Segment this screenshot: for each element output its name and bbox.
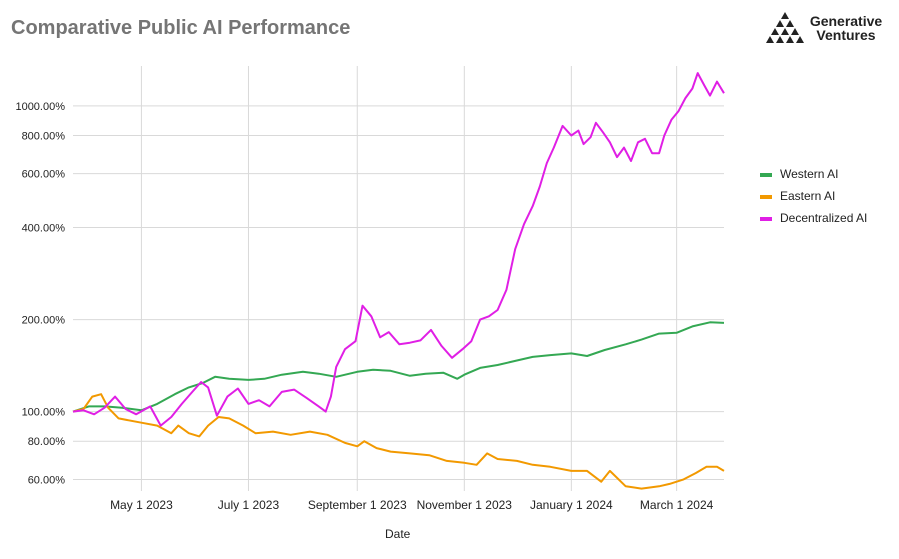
- legend-swatch: [760, 172, 772, 177]
- legend-swatch: [760, 194, 772, 199]
- x-tick-label: November 1 2023: [417, 498, 513, 512]
- x-tick-label: May 1 2023: [110, 498, 173, 512]
- x-tick-label: July 1 2023: [218, 498, 280, 512]
- legend-swatch: [760, 216, 772, 221]
- legend-item-decentralized: Decentralized AI: [760, 211, 867, 225]
- series-line-decentralized-ai: [72, 72, 725, 427]
- brand-logo: Generative Ventures: [766, 10, 886, 46]
- y-tick-label: 200.00%: [22, 315, 66, 327]
- x-tick-label: January 1 2024: [530, 498, 613, 512]
- logo-text: Generative Ventures: [809, 13, 883, 43]
- y-tick-label: 100.00%: [22, 407, 66, 419]
- legend-item-western: Western AI: [760, 167, 838, 181]
- y-tick-label: 60.00%: [28, 474, 66, 486]
- series-line-eastern-ai: [72, 393, 725, 490]
- legend-label: Eastern AI: [780, 189, 836, 203]
- chart-title: Comparative Public AI Performance: [11, 17, 351, 39]
- y-tick-label: 800.00%: [22, 130, 66, 142]
- y-tick-label: 600.00%: [22, 169, 66, 181]
- legend-label: Decentralized AI: [780, 211, 868, 225]
- y-tick-label: 1000.00%: [15, 101, 65, 113]
- pyramid-logo-icon: [766, 12, 804, 43]
- x-axis-label: Date: [385, 527, 411, 541]
- x-tick-label: March 1 2024: [640, 498, 714, 512]
- legend-item-eastern: Eastern AI: [760, 189, 835, 203]
- y-tick-label: 80.00%: [28, 436, 66, 448]
- x-tick-label: September 1 2023: [308, 498, 407, 512]
- legend-label: Western AI: [780, 167, 839, 181]
- y-tick-label: 400.00%: [22, 223, 66, 235]
- series-line-western-ai: [72, 321, 725, 413]
